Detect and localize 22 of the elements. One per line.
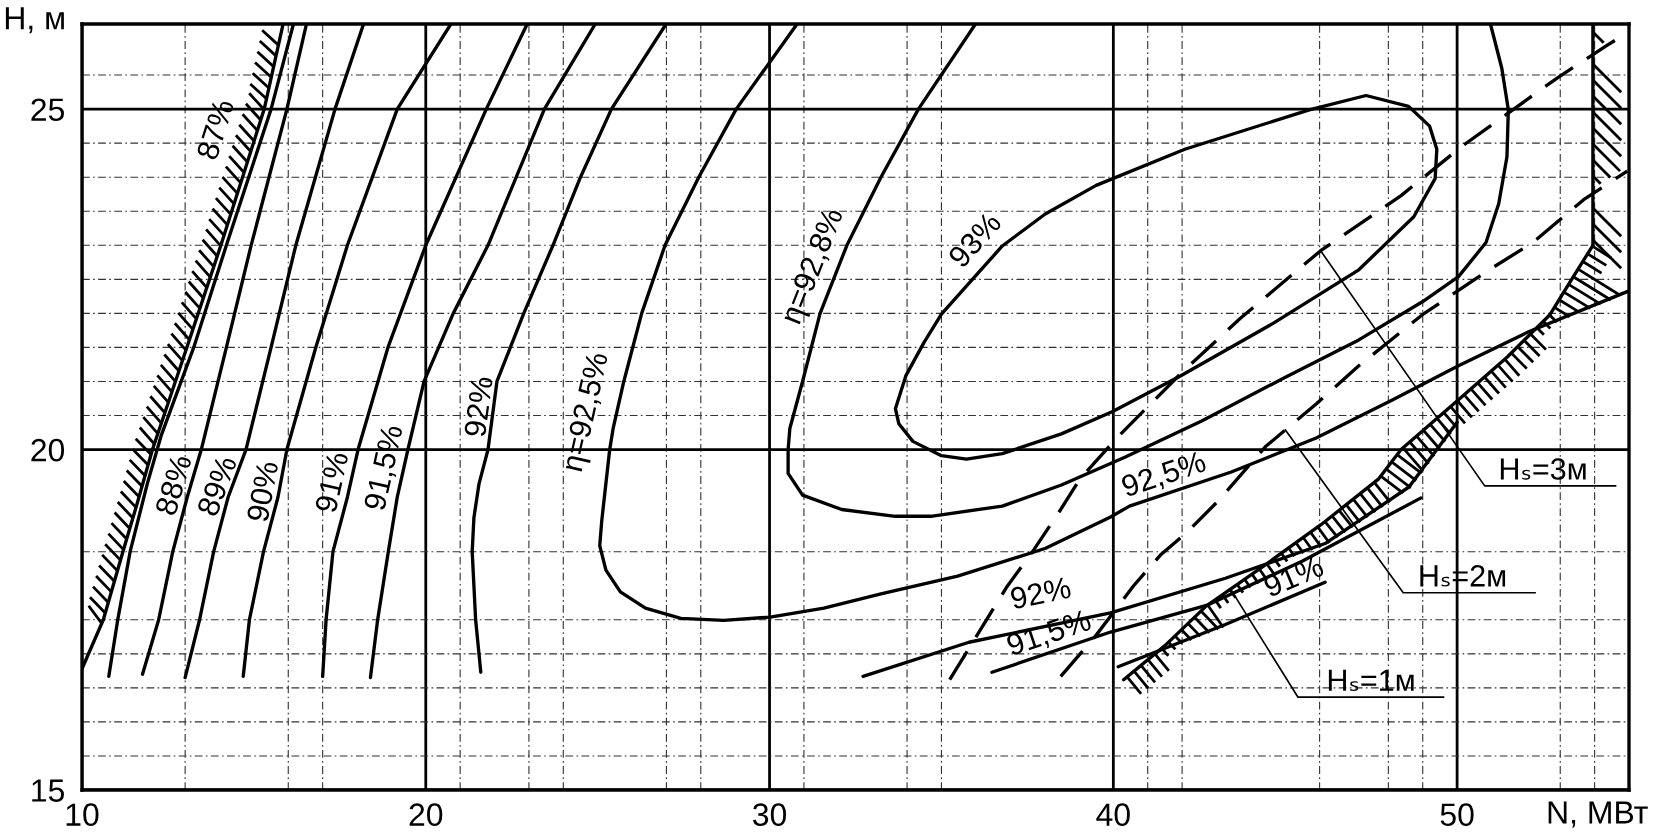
- y-axis-title: H, м: [5, 7, 64, 34]
- annotation: 89%: [196, 454, 238, 518]
- x-tick-label: 20: [409, 803, 443, 826]
- x-tick-label: 30: [753, 803, 787, 826]
- annotation: 91,5%: [363, 424, 407, 512]
- annotation: 90%: [246, 460, 279, 523]
- x-axis-title: N, МВт: [1548, 801, 1648, 828]
- y-tick-label: 25: [31, 98, 64, 121]
- annotation: 91%: [314, 451, 349, 514]
- annotation: 88%: [154, 453, 193, 517]
- annotation: Hₛ=1м: [1328, 669, 1414, 691]
- annotation: η=92,5%: [560, 351, 614, 474]
- annotation: 92,5%: [1120, 450, 1209, 501]
- x-tick-label: 10: [66, 803, 99, 826]
- x-tick-label: 50: [1440, 803, 1474, 826]
- y-tick-label: 15: [32, 779, 64, 802]
- annotation: 92%: [463, 376, 493, 438]
- annotation: 87%: [196, 98, 235, 161]
- annotation: Hₛ=3м: [1500, 458, 1586, 480]
- y-tick-label: 20: [31, 438, 65, 462]
- x-tick-label: 40: [1096, 803, 1130, 826]
- annotation: 92%: [1009, 576, 1072, 610]
